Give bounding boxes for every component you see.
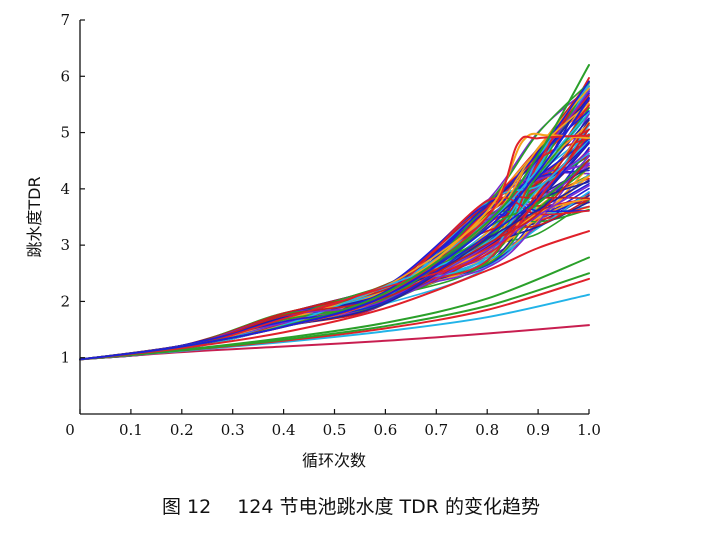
x-tick-label: 0.7 (424, 421, 448, 439)
y-tick-label: 5 (60, 124, 70, 142)
series-layer (79, 64, 590, 361)
y-tick-label: 2 (60, 292, 70, 310)
series-line-10 (79, 97, 590, 361)
series-line-5 (79, 256, 590, 361)
x-tick-label: 0.4 (272, 421, 296, 439)
x-axis-title: 循环次数 (302, 451, 366, 470)
tick-marks (79, 19, 590, 414)
x-tick-label: 0.1 (119, 421, 143, 439)
series-line-6 (79, 230, 590, 361)
x-tick-label: 0 (65, 421, 75, 439)
x-tick-label: 1.0 (577, 421, 601, 439)
tick-labels: 0 0.1 0.2 0.3 0.4 0.5 0.6 0.7 0.8 0.9 1.0 1 2 3 4 5 6 7 (60, 11, 600, 439)
figure-caption-text: 124 节电池跳水度 TDR 的变化趋势 (237, 496, 541, 518)
y-tick-label: 6 (60, 67, 70, 85)
figure-number: 图 12 (161, 496, 212, 518)
x-tick-label: 0.9 (526, 421, 550, 439)
x-tick-label: 0.6 (373, 421, 397, 439)
figure-caption: 图 12 124 节电池跳水度 TDR 的变化趋势 (0, 492, 702, 519)
y-axis-title: 跳水度TDR (25, 176, 44, 257)
tdr-line-chart: 0 0.1 0.2 0.3 0.4 0.5 0.6 0.7 0.8 0.9 1.0 1 2 3 4 5 6 7 循… (25, 11, 601, 470)
y-tick-label: 7 (60, 11, 70, 29)
y-tick-label: 3 (60, 236, 70, 254)
y-tick-label: 4 (60, 180, 70, 198)
x-tick-label: 0.8 (475, 421, 499, 439)
x-tick-label: 0.3 (221, 421, 245, 439)
x-tick-label: 0.5 (323, 421, 347, 439)
x-tick-label: 0.2 (170, 421, 194, 439)
y-tick-label: 1 (60, 349, 70, 367)
